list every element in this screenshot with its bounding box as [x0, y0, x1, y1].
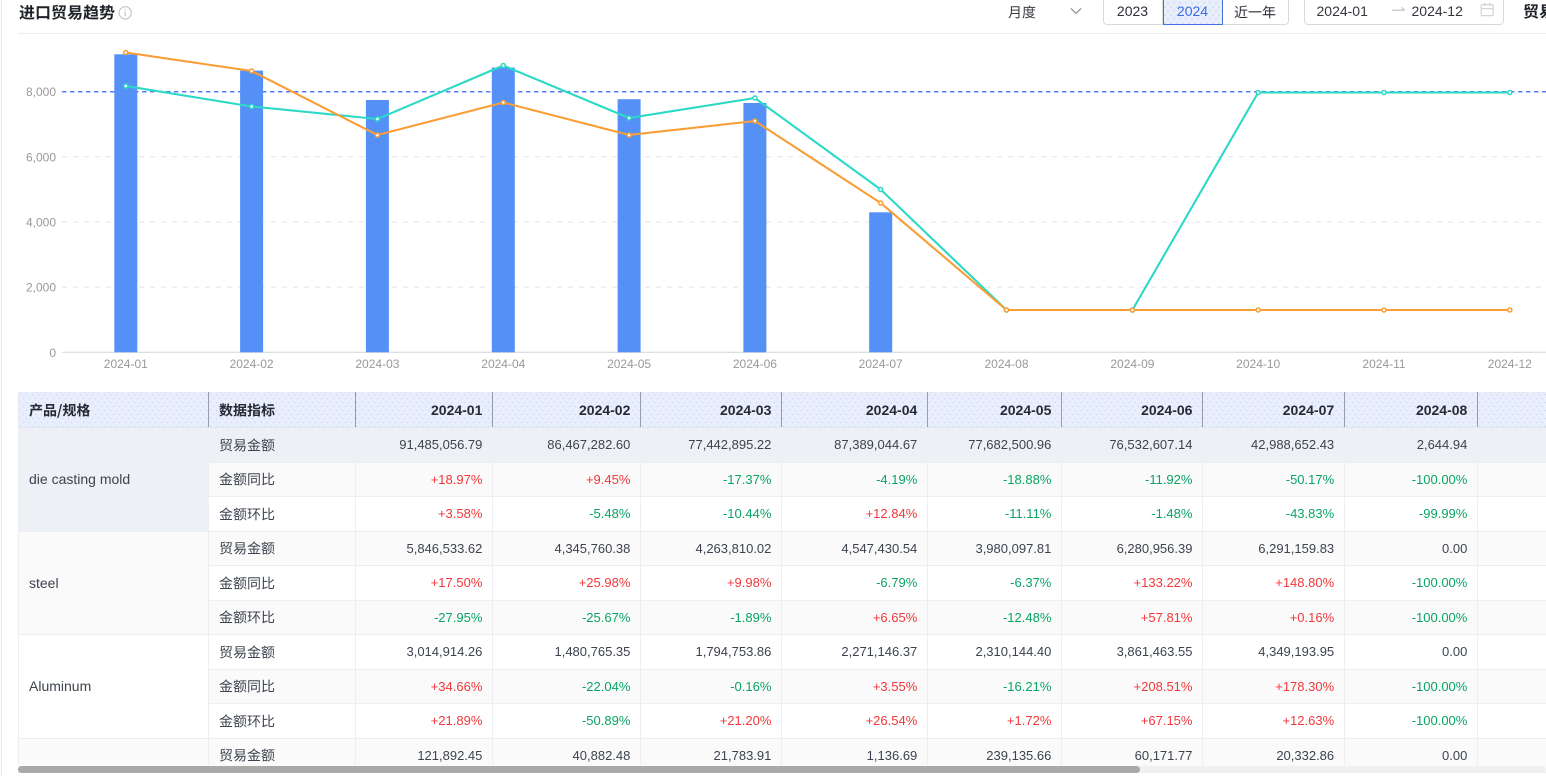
svg-text:2024-03: 2024-03 [355, 357, 399, 371]
svg-text:2,000: 2,000 [26, 281, 56, 295]
svg-text:2024-07: 2024-07 [859, 357, 903, 371]
svg-text:2024-12: 2024-12 [1488, 357, 1532, 371]
svg-text:4,000: 4,000 [26, 216, 56, 230]
svg-text:2024-06: 2024-06 [733, 357, 777, 371]
svg-text:2024-10: 2024-10 [1236, 357, 1280, 371]
svg-text:2024-08: 2024-08 [984, 357, 1028, 371]
svg-text:8,000: 8,000 [26, 85, 56, 99]
svg-text:0: 0 [49, 346, 56, 360]
svg-text:2024-01: 2024-01 [104, 357, 148, 371]
svg-text:2024-09: 2024-09 [1110, 357, 1154, 371]
svg-text:2024-04: 2024-04 [481, 357, 525, 371]
svg-text:6,000: 6,000 [26, 150, 56, 164]
svg-text:2024-05: 2024-05 [607, 357, 651, 371]
svg-text:2024-11: 2024-11 [1362, 357, 1405, 371]
svg-text:2024-02: 2024-02 [230, 357, 274, 371]
